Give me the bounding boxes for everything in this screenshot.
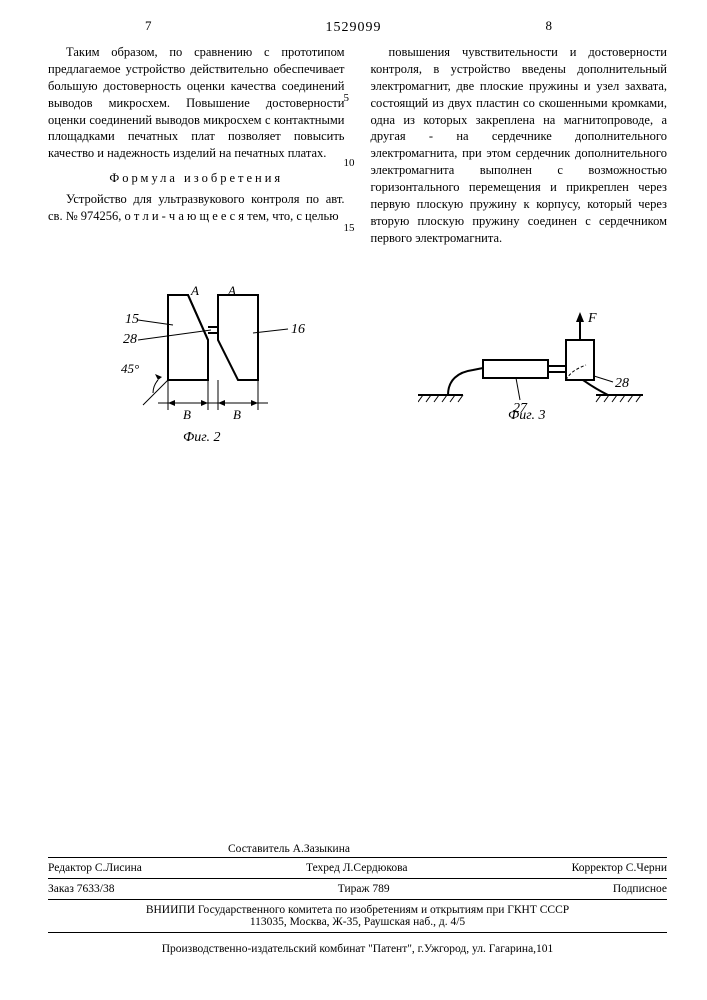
corrector-line: Корректор С.Черни <box>572 862 667 874</box>
right-para1: повышения чувствительности и достовернос… <box>371 44 668 247</box>
fig2-label-45: 45° <box>121 361 139 376</box>
page-num-left: 7 <box>145 18 152 34</box>
order: Заказ 7633/38 <box>48 883 115 895</box>
fig2-label-16: 16 <box>291 322 305 337</box>
editor-line: Редактор С.Лисина <box>48 862 142 874</box>
footer: Составитель А.Зазыкина Редактор С.Лисина… <box>48 843 667 955</box>
tirage: Тираж 789 <box>338 883 390 895</box>
page-num-right: 8 <box>546 18 553 34</box>
subscription: Подписное <box>613 883 667 895</box>
formula-title: Формула изобретения <box>48 170 345 187</box>
fig2-label-B1: В <box>183 407 191 422</box>
fig2-caption: Фиг. 2 <box>183 430 221 446</box>
fig2-label-B2: В <box>233 407 241 422</box>
fig2-label-A1: A <box>190 285 199 298</box>
printer: Производственно-издательский комбинат "П… <box>48 943 667 955</box>
org-address: 113035, Москва, Ж-35, Раушская наб., д. … <box>48 916 667 928</box>
compiler-line: Составитель А.Зазыкина <box>228 843 350 855</box>
right-column: повышения чувствительности и достовернос… <box>371 44 668 253</box>
fig2-label-A2: A <box>227 285 236 298</box>
doc-number: 1529099 <box>326 20 382 36</box>
fig3-caption: Фиг. 3 <box>508 408 546 424</box>
tech-line: Техред Л.Сердюкова <box>306 862 408 874</box>
left-column: Таким образом, по сравнению с прототипом… <box>48 44 345 253</box>
org: ВНИИПИ Государственного комитета по изоб… <box>48 904 667 916</box>
fig3-label-28: 28 <box>615 376 629 391</box>
fig2-label-15: 15 <box>125 312 139 327</box>
fig2-label-28: 28 <box>123 332 137 347</box>
left-para1: Таким образом, по сравнению с прототипом… <box>48 44 345 162</box>
fig3-label-F: F <box>587 311 597 326</box>
left-para2: Устройство для ультразвукового контроля … <box>48 191 345 225</box>
